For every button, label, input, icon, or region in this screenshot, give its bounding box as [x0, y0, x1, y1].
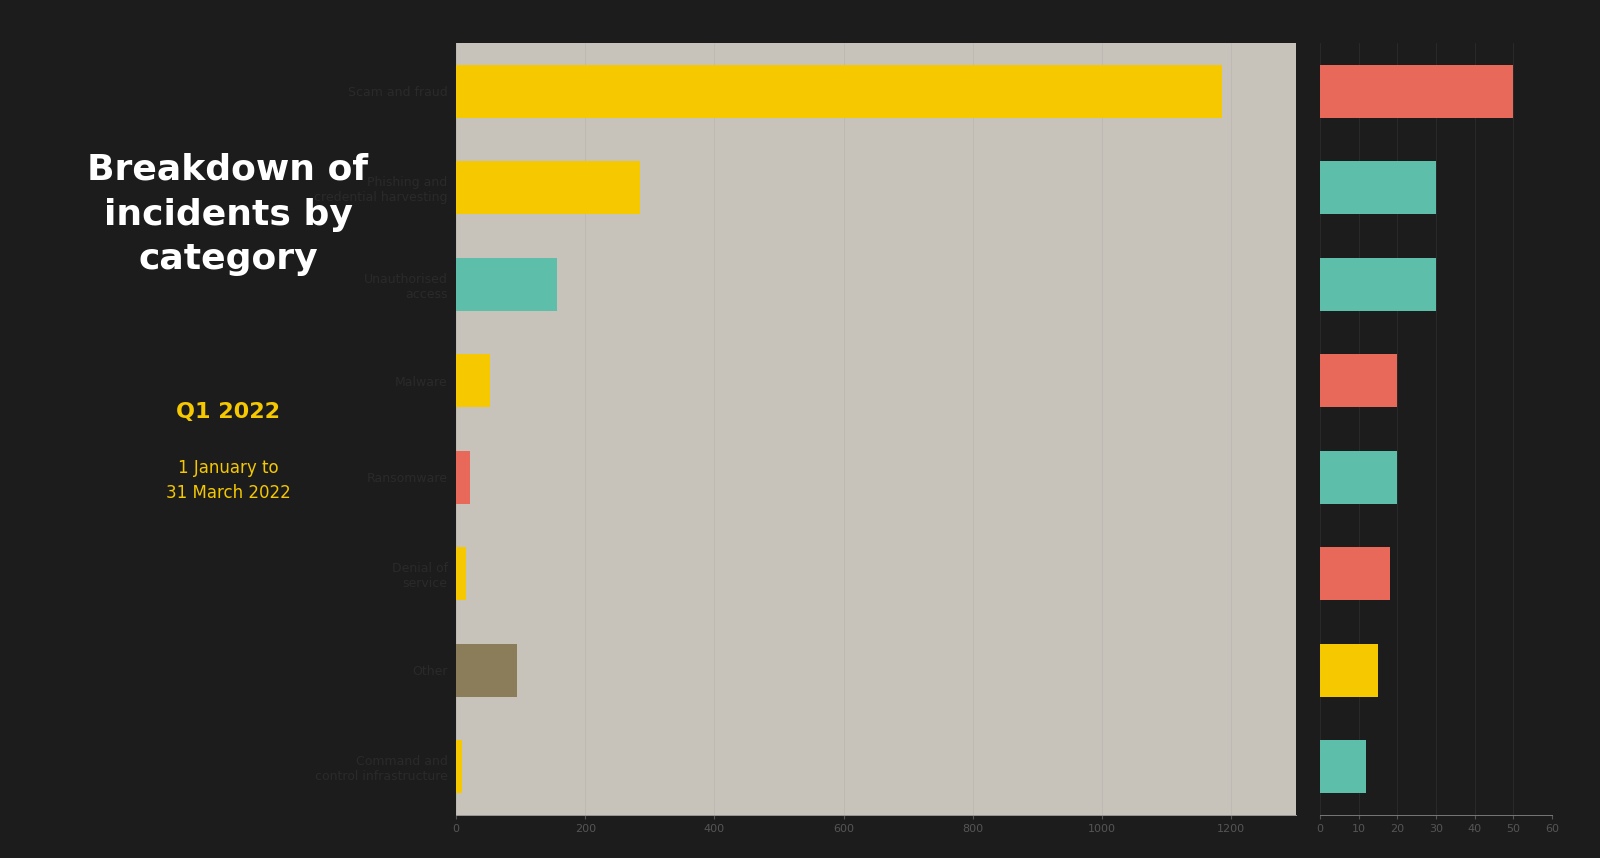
Bar	[1320, 161, 1437, 214]
Bar	[1320, 644, 1378, 697]
Bar	[1320, 354, 1397, 408]
Bar	[456, 450, 470, 504]
Text: Breakdown of
incidents by
category: Breakdown of incidents by category	[88, 153, 368, 276]
Bar	[1320, 257, 1437, 311]
Bar	[456, 644, 517, 697]
Bar	[456, 354, 490, 408]
Bar	[1320, 64, 1514, 118]
Text: Q1 2022: Q1 2022	[176, 402, 280, 422]
Bar	[1320, 740, 1366, 794]
Bar	[456, 547, 466, 601]
Bar	[456, 64, 1222, 118]
Bar	[456, 161, 640, 214]
Bar	[456, 740, 462, 794]
Bar	[456, 257, 557, 311]
Bar	[1320, 450, 1397, 504]
Text: 1 January to
31 March 2022: 1 January to 31 March 2022	[166, 459, 290, 502]
Bar	[1320, 547, 1389, 601]
